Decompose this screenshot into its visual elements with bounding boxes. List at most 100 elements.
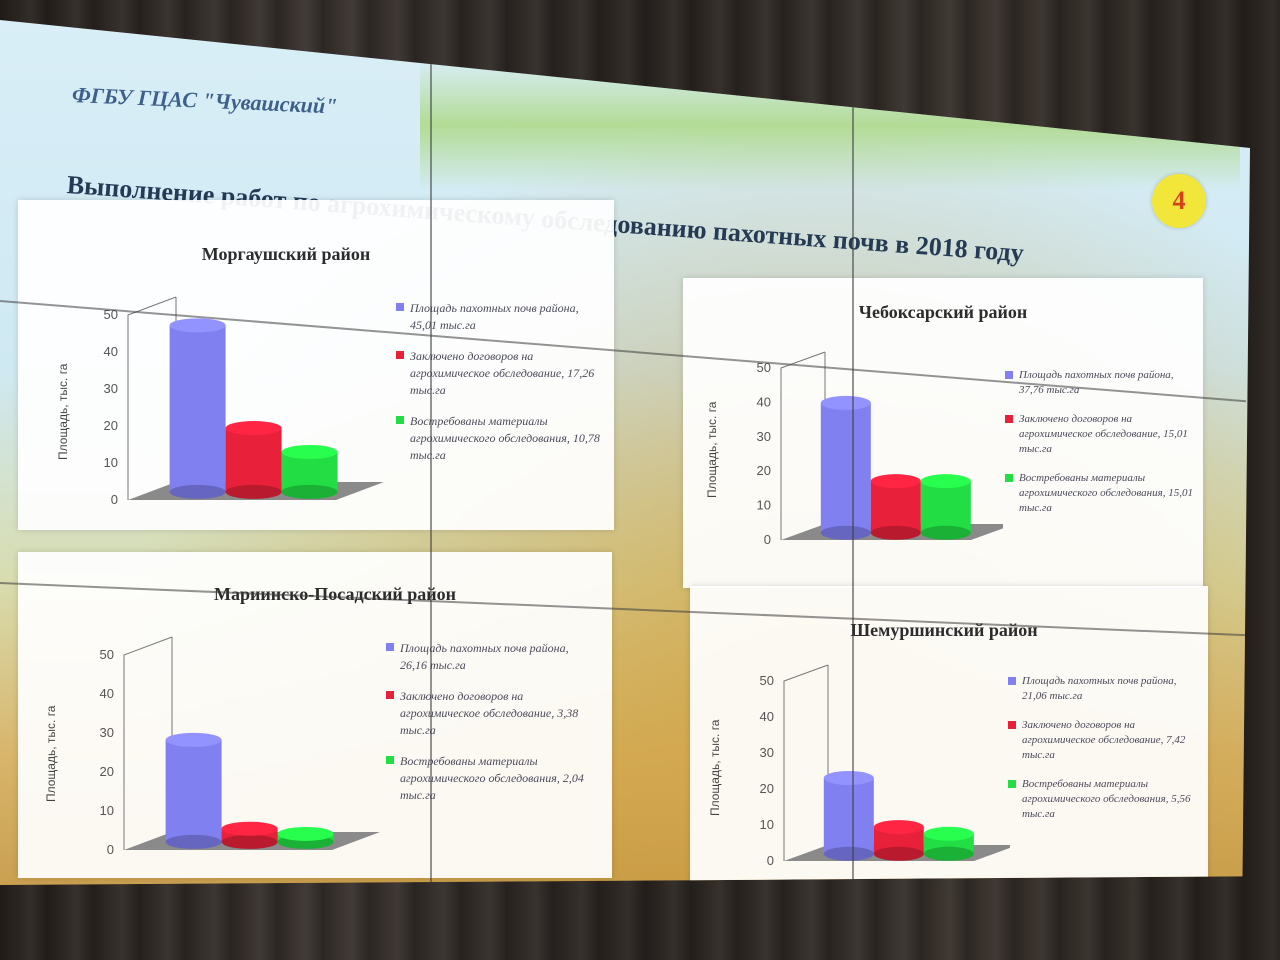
y-tick-label: 40 — [760, 709, 774, 724]
slide-number-badge: 4 — [1152, 174, 1206, 228]
y-tick-label: 30 — [104, 381, 118, 396]
bar-top — [870, 474, 921, 489]
bar-1 — [221, 821, 278, 849]
swatch-materials — [1005, 474, 1013, 482]
swatch-contracts — [386, 691, 394, 699]
y-tick-label: 40 — [757, 394, 771, 409]
y-tick-label: 20 — [760, 781, 774, 796]
y-tick-label: 10 — [104, 455, 118, 470]
legend-item-contracts: Заключено договоров на агрохимическое об… — [1008, 718, 1198, 763]
swatch-contracts — [1008, 721, 1016, 729]
bar-1 — [873, 820, 924, 861]
legend-item-materials: Востребованы материалы агрохимического о… — [1005, 471, 1195, 516]
legend-item-area: Площадь пахотных почв района, 45,01 тыс.… — [396, 300, 606, 334]
y-axis-label: Площадь, тыс. га — [708, 719, 722, 816]
bar-base — [820, 525, 871, 540]
bar-top — [823, 770, 874, 785]
bar-top — [920, 474, 971, 489]
y-tick-label: 30 — [760, 745, 774, 760]
bar-2 — [277, 826, 334, 849]
legend-item-area: Площадь пахотных почв района, 21,06 тыс.… — [1008, 674, 1198, 704]
swatch-materials — [386, 756, 394, 764]
y-tick-label: 50 — [760, 673, 774, 688]
y-tick-label: 0 — [767, 853, 774, 868]
chart-axis-frame — [783, 664, 829, 861]
legend-item-contracts: Заключено договоров на агрохимическое об… — [386, 688, 596, 739]
bar-top — [820, 395, 871, 410]
y-tick-label: 0 — [111, 492, 118, 507]
bar-body — [169, 325, 226, 492]
bar-body — [823, 777, 874, 854]
y-tick-label: 0 — [107, 842, 114, 857]
screen-bezel — [852, 20, 854, 885]
swatch-contracts — [396, 351, 404, 359]
bar-base — [923, 846, 974, 861]
presentation-slide: ФГБУ ГЦАС "Чувашский" Выполнение работ п… — [0, 20, 1250, 885]
chart-legend: Площадь пахотных почв района, 45,01 тыс.… — [396, 300, 606, 478]
chart-legend: Площадь пахотных почв района, 21,06 тыс.… — [1008, 674, 1198, 836]
legend-item-materials: Востребованы материалы агрохимического о… — [386, 753, 596, 804]
bar-top — [169, 318, 226, 333]
bar-base — [221, 834, 278, 849]
bar-base — [920, 525, 971, 540]
bar-0 — [165, 732, 222, 849]
chart-panel-cheboksarsky: Чебоксарский район 0 10 20 30 40 50 Площадь, … — [683, 278, 1203, 588]
bar-body — [165, 739, 222, 842]
y-tick-label: 30 — [100, 725, 114, 740]
bar-0 — [820, 395, 871, 540]
swatch-area — [1005, 371, 1013, 379]
chart-legend: Площадь пахотных почв района, 26,16 тыс.… — [386, 640, 596, 818]
legend-item-contracts: Заключено договоров на агрохимическое об… — [1005, 412, 1195, 457]
y-tick-label: 20 — [104, 418, 118, 433]
bar-base — [169, 484, 226, 499]
bar-body — [920, 481, 971, 533]
chart-axis-frame — [780, 351, 826, 540]
y-axis-label: Площадь, тыс. га — [705, 401, 719, 498]
chart-panel-morgaushsky: Моргаушский район 0 10 20 30 40 50 Площадь, т… — [18, 200, 614, 530]
y-tick-label: 50 — [100, 647, 114, 662]
y-tick-label: 10 — [757, 498, 771, 513]
bar-chart: 0 10 20 30 40 50 — [760, 664, 1010, 868]
bar-base — [873, 846, 924, 861]
bar-base — [165, 834, 222, 849]
y-tick-label: 10 — [100, 803, 114, 818]
y-axis-label: Площадь, тыс. га — [56, 363, 70, 460]
y-tick-label: 30 — [757, 429, 771, 444]
bar-2 — [281, 445, 338, 499]
bar-base — [225, 484, 282, 499]
y-tick-label: 40 — [100, 686, 114, 701]
swatch-materials — [396, 416, 404, 424]
swatch-contracts — [1005, 415, 1013, 423]
bar-top — [873, 820, 924, 835]
swatch-materials — [1008, 780, 1016, 788]
swatch-area — [396, 303, 404, 311]
bar-body — [820, 402, 871, 533]
chart-axis-frame — [127, 296, 177, 500]
bar-1 — [225, 421, 282, 499]
y-tick-label: 20 — [757, 463, 771, 478]
bar-top — [165, 732, 222, 747]
bar-body — [870, 481, 921, 533]
bar-0 — [823, 770, 874, 861]
y-axis-label: Площадь, тыс. га — [44, 705, 58, 802]
bar-base — [281, 484, 338, 499]
chart-title: Моргаушский район — [201, 244, 371, 264]
bar-base — [823, 846, 874, 861]
bar-top — [221, 821, 278, 836]
y-tick-label: 10 — [760, 817, 774, 832]
chart-title: Чебоксарский район — [858, 302, 1028, 322]
swatch-area — [386, 643, 394, 651]
legend-item-materials: Востребованы материалы агрохимического о… — [396, 413, 606, 464]
bar-top — [923, 826, 974, 841]
bar-1 — [870, 474, 921, 540]
bar-top — [281, 445, 338, 460]
chart-axis-frame — [123, 636, 173, 850]
y-tick-label: 20 — [100, 764, 114, 779]
bar-0 — [169, 318, 226, 499]
bar-top — [277, 826, 334, 841]
bar-chart: 0 10 20 30 40 50 — [100, 636, 380, 857]
legend-item-materials: Востребованы материалы агрохимического о… — [1008, 777, 1198, 822]
legend-item-contracts: Заключено договоров на агрохимическое об… — [396, 348, 606, 399]
